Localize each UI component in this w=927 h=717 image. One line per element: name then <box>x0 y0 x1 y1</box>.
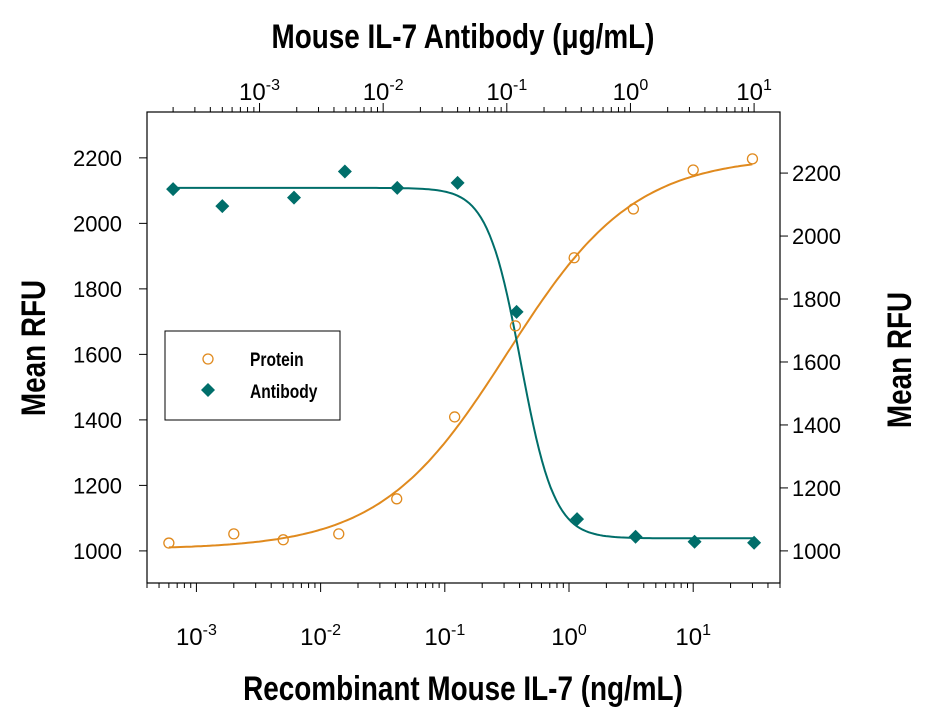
antibody-point <box>687 534 702 549</box>
legend: Protein Antibody <box>164 330 341 421</box>
top-x-tick-label: 10-3 <box>239 77 280 106</box>
antibody-point <box>215 199 230 214</box>
y-tick-label: 1800 <box>73 277 122 302</box>
protein-point <box>746 153 759 165</box>
antibody-point <box>628 529 643 544</box>
legend-antibody-marker <box>201 383 215 397</box>
protein-point <box>391 493 403 505</box>
protein-fit-curve <box>168 163 753 549</box>
legend-antibody-label: Antibody <box>250 381 318 403</box>
antibody-point <box>509 304 524 319</box>
antibody-point <box>450 175 465 190</box>
plot-area <box>146 111 781 584</box>
top-x-tick-label: 10-1 <box>486 77 527 106</box>
top-x-tick-label: 101 <box>736 77 772 106</box>
bottom-x-tick-label: 101 <box>675 622 711 651</box>
top-x-tick-label: 100 <box>613 77 649 106</box>
protein-point <box>277 534 289 546</box>
protein-point <box>333 528 345 540</box>
y-tick-label: 1600 <box>73 342 122 367</box>
y2-tick-label: 1200 <box>792 476 841 501</box>
protein-point <box>687 164 699 176</box>
protein-point <box>228 528 240 540</box>
y2-tick-label: 1600 <box>792 350 841 375</box>
legend-protein-label: Protein <box>250 349 304 371</box>
y-tick-label: 2000 <box>73 211 122 236</box>
y-axis-title: Mean RFU <box>14 280 52 416</box>
y-tick-label: 1000 <box>73 539 122 564</box>
y2-tick-label: 1000 <box>792 539 841 564</box>
y2-tick-label: 1400 <box>792 413 841 438</box>
antibody-point <box>166 182 181 197</box>
antibody-point <box>390 180 405 195</box>
y-tick-label: 2200 <box>73 146 122 171</box>
y-tick-label: 1200 <box>73 473 122 498</box>
y2-tick-label: 2000 <box>792 224 841 249</box>
antibody-point <box>337 164 352 179</box>
bottom-x-tick-label: 100 <box>551 622 587 651</box>
legend-protein-marker <box>202 353 214 365</box>
protein-point <box>448 411 461 423</box>
bottom-x-tick-label: 10-3 <box>176 622 217 651</box>
bottom-x-tick-label: 10-2 <box>300 622 341 651</box>
protein-point <box>163 537 175 549</box>
y-tick-label: 1400 <box>73 408 122 433</box>
antibody-fit-curve <box>173 186 755 540</box>
protein-point <box>568 252 580 264</box>
y2-tick-label: 1800 <box>792 287 841 312</box>
bottom-x-tick-label: 10-1 <box>424 622 465 651</box>
antibody-point <box>286 190 301 205</box>
top-x-tick-label: 10-2 <box>363 77 404 106</box>
y2-axis-title: Mean RFU <box>880 292 918 428</box>
protein-point <box>627 203 640 215</box>
x-axis-title: Recombinant Mouse IL-7 (ng/mL) <box>243 669 683 707</box>
top-axis-title: Mouse IL-7 Antibody (μg/mL) <box>272 17 655 55</box>
antibody-point <box>570 512 585 527</box>
y2-tick-label: 2200 <box>792 161 841 186</box>
antibody-point <box>747 535 762 550</box>
protein-point <box>509 320 522 332</box>
